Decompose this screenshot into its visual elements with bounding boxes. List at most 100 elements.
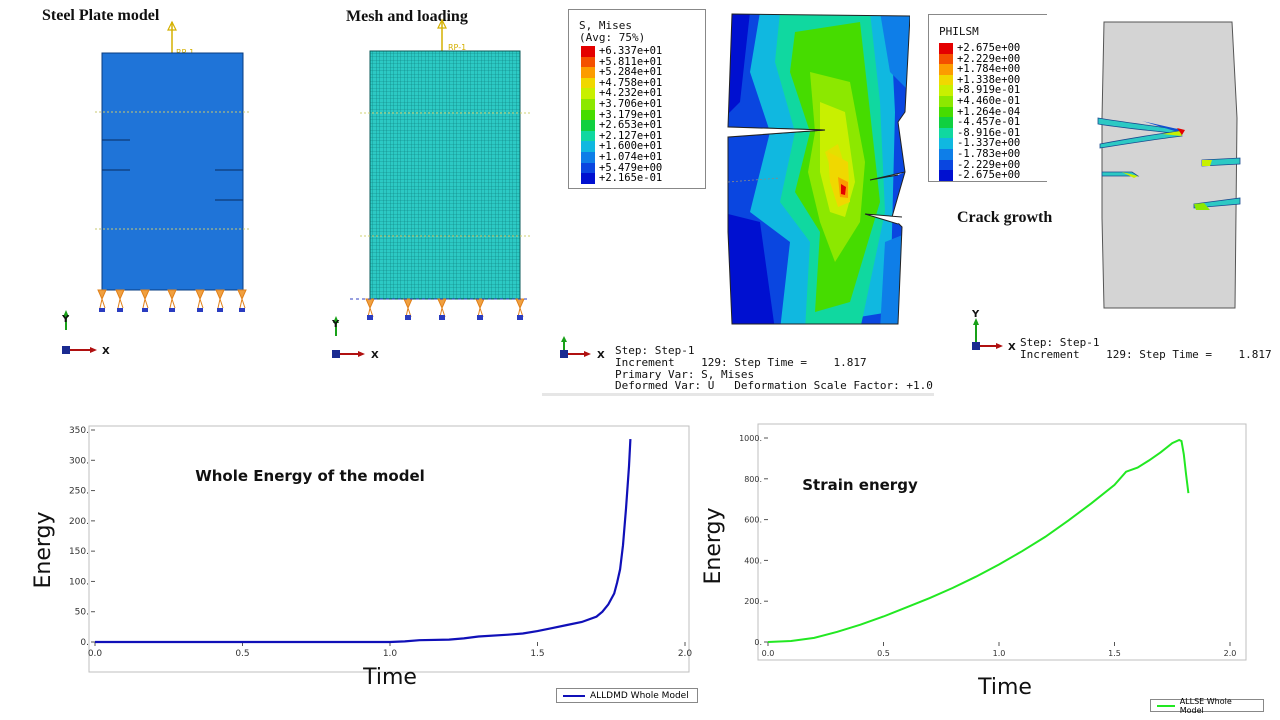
philsm-legend-row: +2.229e+00 [939, 52, 1021, 65]
mises-axis-triad: X [560, 336, 605, 361]
strain-energy-series-line [767, 438, 1190, 643]
mises-legend-row: +4.758e+01 [581, 78, 662, 89]
whole-energy-x-tick-label: 0.5 [235, 649, 249, 659]
strain-energy-ylabel: Energy [701, 507, 726, 584]
philsm-legend-value: -1.783e+00 [957, 147, 1021, 160]
mesh-rp-label: RP-1 [448, 43, 466, 52]
mises-legend-value: +3.706e+01 [599, 97, 663, 110]
philsm-legend-row: +1.264e-04 [939, 106, 1020, 118]
mises-legend-swatch [581, 88, 595, 99]
philsm-legend-value: -2.675e+00 [957, 169, 1021, 182]
strain-energy-x-ticks: 0.0 0.5 1.0 1.5 2.0 [762, 642, 1236, 658]
strain-energy-y-tick-label: 1000. [739, 434, 762, 443]
mises-legend-value: +1.074e+01 [599, 150, 663, 163]
philsm-legend-swatch [939, 127, 953, 139]
strain-energy-x-tick-label: 1.5 [1108, 649, 1121, 658]
mises-legend-value: +3.179e+01 [599, 108, 663, 121]
philsm-legend-swatch [939, 138, 953, 149]
mises-legend-swatch [581, 67, 595, 78]
mises-legend-swatch [581, 109, 595, 121]
mises-panel-bottom-border [542, 393, 934, 396]
mises-legend-value: +1.600e+01 [599, 140, 663, 153]
philsm-legend-row: -4.457e-01 [939, 117, 1020, 128]
philsm-legend-value: +8.919e-01 [957, 84, 1021, 97]
philsm-axis-x: X [1008, 342, 1016, 352]
crack-title: Crack growth [957, 209, 1053, 226]
mises-axis-x: X [597, 350, 605, 361]
philsm-legend-value: +4.460e-01 [957, 94, 1021, 107]
strain-energy-y-tick-label: 800. [744, 475, 762, 484]
whole-energy-x-tick-label: 1.5 [530, 649, 544, 659]
mises-legend-scale: +6.337e+01 +5.811e+01 +5.284e+01 +4.758e+01… [581, 46, 662, 184]
mises-legend-swatch [581, 98, 595, 110]
mesh-model: RP-1 Y X [331, 18, 530, 361]
mises-legend: S, Mises (Avg: 75%) +6.337e+01 +5.811e+01… [568, 9, 706, 189]
philsm-legend-row: +8.919e-01 [939, 85, 1020, 96]
mises-legend-value: +5.479e+00 [599, 161, 663, 174]
mises-step-line2: Increment 129: Step Time = 1.817 [615, 356, 867, 369]
philsm-legend-row: +2.675e+00 [939, 43, 1020, 54]
strain-energy-y-ticks: 0. 200. 400. 600. 800. 1000. [739, 434, 768, 647]
whole-energy-y-tick-label: 100. [69, 577, 89, 587]
philsm-legend-value: +1.338e+00 [957, 73, 1021, 86]
plate-boundary-supports [97, 289, 247, 312]
mises-legend-row: +3.706e+01 [581, 99, 662, 110]
philsm-legend-row: -2.675e+00 [939, 170, 1020, 181]
strain-energy-chart: 0.200.400.600.800.1000. 0.0 0.5 1.0 1.5 2.0 … [701, 423, 1247, 700]
whole-energy-x-tick-label: 0.0 [88, 649, 103, 659]
mises-legend-subtitle: (Avg: 75%) [579, 31, 646, 44]
philsm-legend-value: -1.337e+00 [957, 137, 1021, 150]
whole-energy-ylabel: Energy [31, 511, 56, 588]
philsm-legend-swatch [939, 117, 953, 128]
mises-step-line1: Step: Step-1 [615, 344, 695, 357]
mises-contour-plot [727, 13, 910, 325]
philsm-legend-row: -1.337e+00 [939, 138, 1020, 149]
mesh-boundary-supports [350, 298, 530, 320]
mises-legend-title: S, Mises [579, 19, 632, 32]
mises-legend-row: +5.479e+00 [581, 161, 663, 174]
mises-legend-swatch [581, 162, 595, 174]
plate-title: Steel Plate model [42, 7, 160, 24]
philsm-legend-swatch [939, 85, 953, 96]
mises-legend-value: +5.284e+01 [599, 66, 663, 79]
strain-energy-annotation: Strain energy [802, 476, 918, 494]
philsm-legend-row: +1.338e+00 [939, 75, 1020, 86]
mises-legend-row: +1.600e+01 [581, 141, 662, 152]
philsm-legend-swatch [939, 74, 953, 86]
philsm-legend-row: +4.460e-01 [939, 96, 1020, 107]
whole-energy-xlabel: Time [362, 665, 417, 690]
mises-legend-value: +4.232e+01 [599, 87, 663, 100]
plate-axis-y: Y [61, 314, 70, 325]
philsm-step-line1: Step: Step-1 [1020, 336, 1100, 349]
philsm-legend-swatch [939, 53, 953, 65]
strain-energy-x-tick-label: 1.0 [993, 649, 1006, 658]
mises-legend-row: +3.179e+01 [581, 108, 663, 121]
mises-legend-swatch [581, 141, 595, 152]
strain-energy-y-tick-label: 200. [744, 597, 762, 606]
whole-energy-y-tick-label: 200. [69, 517, 89, 527]
mesh-axis-x: X [371, 350, 379, 361]
mises-legend-row: +1.074e+01 [581, 152, 662, 163]
crack-growth-plot [1097, 21, 1241, 309]
strain-energy-y-tick-label: 0. [754, 638, 762, 647]
whole-energy-y-tick-label: 250. [69, 487, 89, 497]
strain-energy-legend-label: ALLSE Whole Model [1179, 696, 1232, 715]
whole-energy-y-ticks: 0. 50. 100. 150. 200. 250. 300. 350. [69, 426, 95, 648]
plate-axis-x: X [102, 346, 110, 357]
philsm-legend-title: PHILSM [939, 25, 979, 38]
mesh-title: Mesh and loading [346, 8, 468, 25]
philsm-axis-y: Y [971, 309, 980, 320]
philsm-legend-row: -8.916e-01 [939, 128, 1020, 139]
mises-legend-swatch [581, 130, 595, 142]
whole-energy-x-tick-label: 1.0 [383, 649, 398, 659]
philsm-legend-value: -2.229e+00 [957, 158, 1021, 171]
philsm-legend-swatch [939, 148, 953, 160]
philsm-legend-value: +2.229e+00 [957, 52, 1021, 65]
mises-legend-swatch [581, 46, 595, 57]
mises-legend-value: +2.127e+01 [599, 129, 663, 142]
philsm-legend-value: -4.457e-01 [957, 116, 1021, 129]
mises-legend-value: +2.653e+01 [599, 119, 663, 132]
mises-step-line3: Primary Var: S, Mises [615, 368, 755, 381]
whole-energy-series-line [95, 439, 632, 644]
whole-energy-y-tick-label: 50. [75, 608, 89, 618]
